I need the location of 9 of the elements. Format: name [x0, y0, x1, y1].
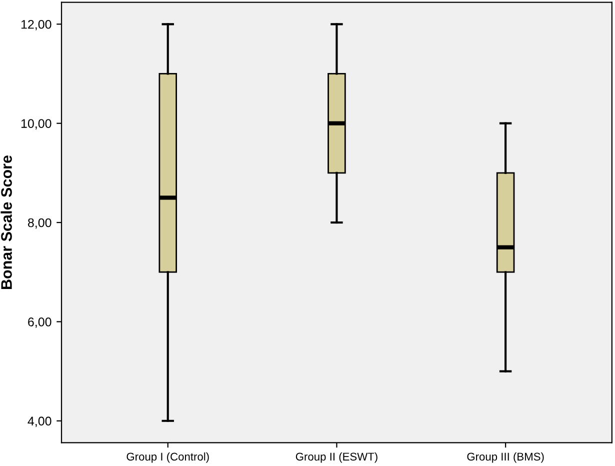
y-tick-label: 12,00	[21, 20, 52, 30]
y-tick-label: 10,00	[21, 119, 52, 130]
y-tick-label: 4,00	[28, 416, 52, 428]
x-tick-label: Group I (Control)	[126, 452, 209, 463]
y-tick-label: 6,00	[28, 318, 52, 328]
x-tick-label: Group III (BMS)	[467, 452, 544, 463]
x-tick-label: Group II (ESWT)	[296, 452, 378, 463]
y-axis-title: Bonar Scale Score	[0, 156, 12, 289]
y-tick-label: 8,00	[28, 218, 52, 229]
